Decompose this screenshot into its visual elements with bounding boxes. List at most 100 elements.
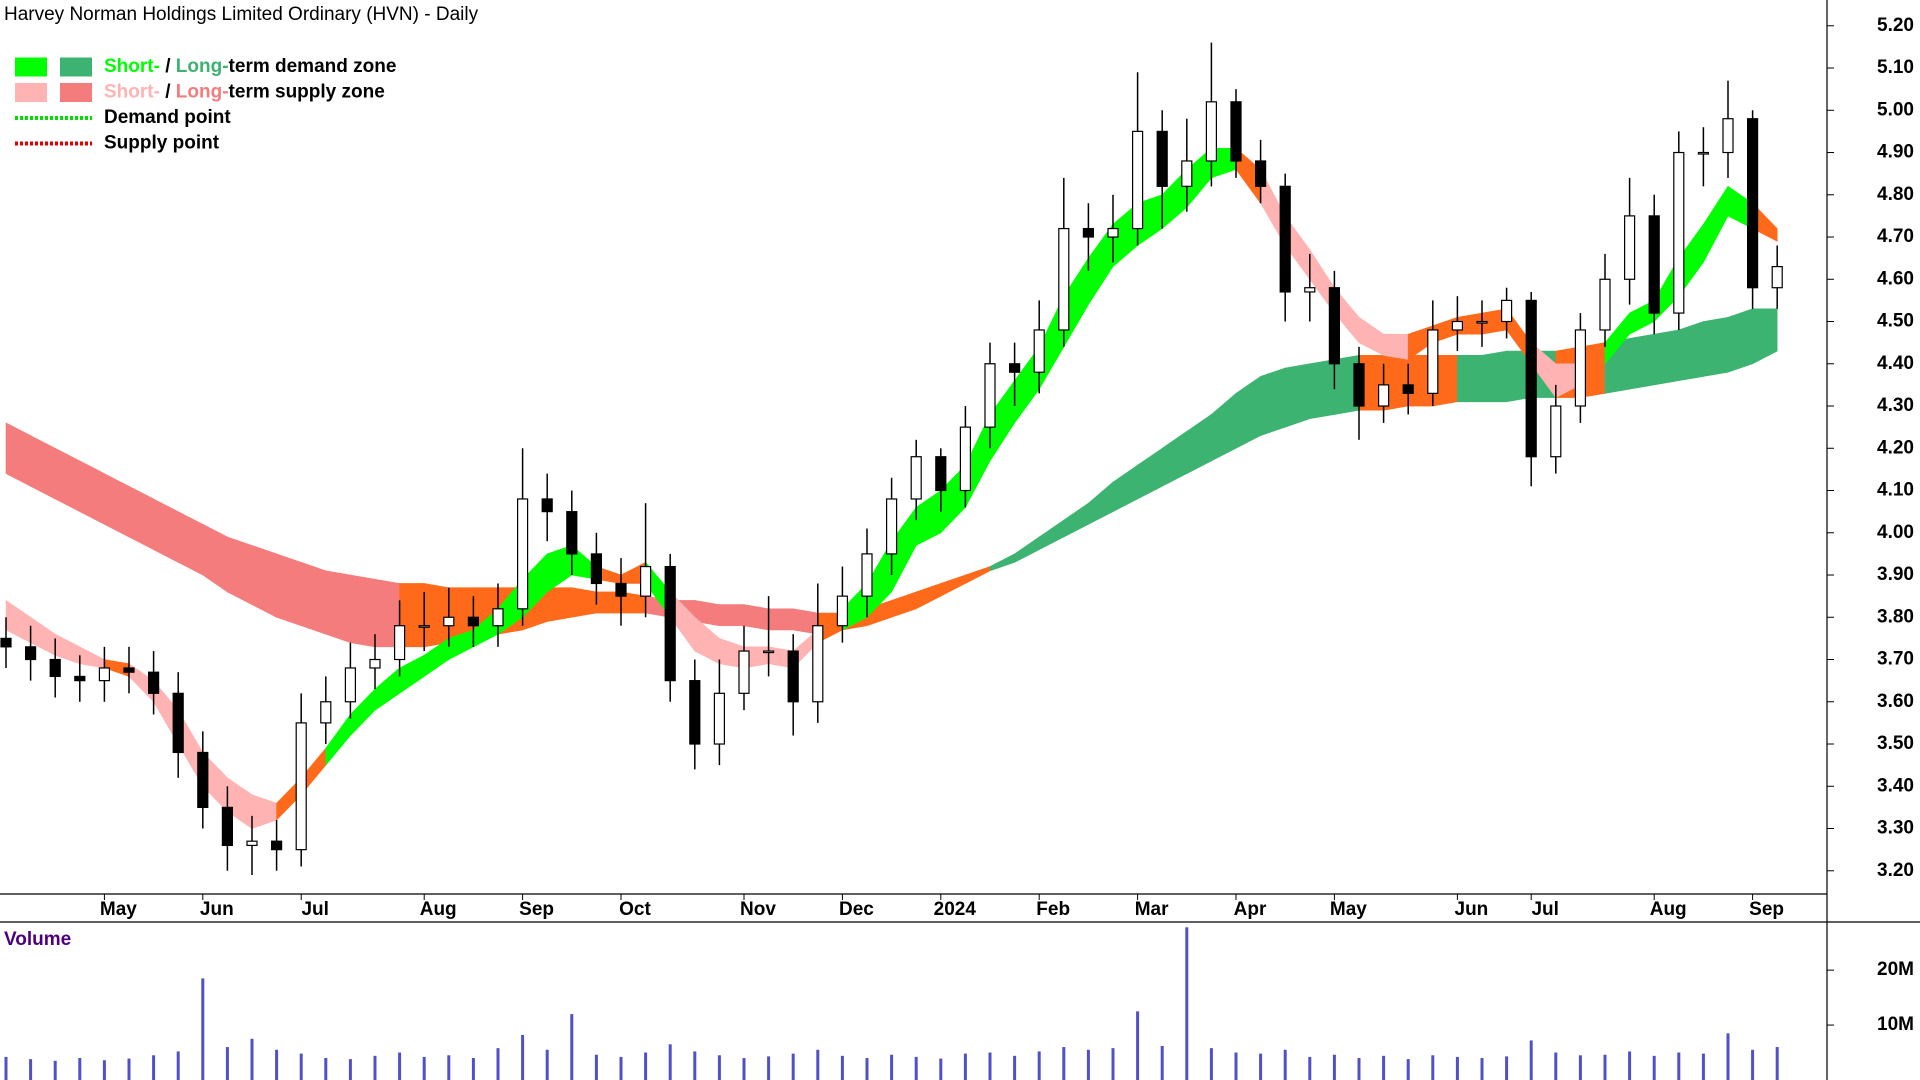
legend-label: Supply point: [104, 133, 220, 154]
candle-body: [885, 498, 898, 555]
zone-segment: [1703, 316, 1729, 377]
volume-bar: [127, 1058, 131, 1080]
candle-body: [0, 637, 12, 648]
y-tick-label: 4.00: [1877, 522, 1914, 543]
zone-segment: [1284, 363, 1311, 428]
candle-body: [246, 840, 258, 847]
legend-swatch: [60, 83, 92, 102]
chart-title: Harvey Norman Holdings Limited Ordinary …: [4, 4, 479, 25]
volume-bar: [275, 1049, 279, 1080]
volume-bar: [250, 1038, 254, 1080]
candle-body: [516, 498, 529, 610]
legend-swatch: [15, 57, 47, 77]
volume-bar: [1505, 1056, 1509, 1080]
legend-text: term supply zone: [229, 82, 385, 103]
volume-bar: [1775, 1047, 1779, 1080]
volume-bar: [570, 1014, 574, 1080]
volume-bar: [398, 1052, 402, 1080]
candle-body: [1082, 227, 1095, 238]
volume-bar: [53, 1060, 57, 1080]
candle-body: [1599, 278, 1611, 331]
y-tick-label: 4.90: [1877, 142, 1914, 163]
candle-body: [1107, 227, 1119, 238]
candle-body: [418, 625, 430, 628]
volume-bar: [594, 1054, 598, 1080]
zone-segment: [719, 604, 745, 627]
volume-bar: [102, 1060, 106, 1080]
volume-bar: [447, 1055, 451, 1080]
candle-body: [812, 625, 824, 703]
volume-bar: [914, 1056, 918, 1080]
volume-bar: [890, 1054, 894, 1080]
y-tick-label: 4.50: [1877, 311, 1914, 332]
volume-bar: [693, 1051, 697, 1080]
volume-bar: [225, 1047, 229, 1080]
candle-body: [443, 616, 455, 627]
volume-title: Volume: [4, 929, 71, 950]
volume-bar: [29, 1059, 33, 1080]
candle-body: [1550, 405, 1562, 458]
volume-bar: [1283, 1049, 1287, 1080]
volume-bar: [865, 1058, 869, 1080]
candle-body: [394, 625, 406, 661]
candle-body: [25, 646, 37, 661]
volume-bar: [644, 1052, 648, 1080]
candle-body: [1304, 287, 1316, 293]
volume-bar: [963, 1053, 967, 1080]
volume-bar: [1751, 1049, 1755, 1080]
candle-body: [1279, 185, 1291, 293]
x-tick-label: Jun: [1455, 899, 1489, 920]
x-tick-label: Jul: [301, 899, 328, 920]
candle-body: [639, 565, 652, 597]
y-tick-label: 4.70: [1877, 226, 1914, 247]
candle-body: [123, 667, 135, 673]
candle-body: [762, 650, 775, 654]
volume-bar: [299, 1053, 303, 1080]
y-tick-label: 3.30: [1877, 818, 1914, 839]
legend-swatch: [60, 57, 92, 77]
volume-tick-label: 10M: [1877, 1014, 1914, 1035]
candle-body: [910, 456, 922, 500]
candle-body: [1033, 329, 1045, 373]
y-tick-label: 4.20: [1877, 437, 1914, 458]
candle-body: [1623, 215, 1636, 280]
volume-bar: [1357, 1058, 1361, 1080]
volume-bar: [176, 1051, 180, 1080]
candle-body: [959, 426, 972, 492]
volume-bar: [201, 978, 205, 1080]
candles: [0, 42, 1783, 875]
volume-bar: [988, 1052, 992, 1080]
candle-body: [1402, 384, 1414, 394]
y-tick-label: 3.80: [1877, 606, 1914, 627]
candle-body: [1746, 118, 1759, 289]
zone-segment: [1383, 333, 1409, 360]
candle-body: [541, 498, 553, 513]
y-tick-label: 5.20: [1877, 15, 1914, 36]
candle-body: [1673, 151, 1685, 314]
y-tick-label: 3.50: [1877, 733, 1914, 754]
zone-segment: [571, 587, 597, 618]
legend-text: Short-: [104, 82, 160, 103]
volume-bar: [1652, 1055, 1656, 1080]
x-tick-label: Aug: [420, 899, 457, 920]
volume-bar: [1037, 1051, 1041, 1080]
volume-bar: [742, 1058, 746, 1080]
candle-body: [1771, 265, 1783, 289]
zone-segment: [1260, 367, 1286, 437]
volume-bar: [1480, 1058, 1484, 1080]
legend-text: Supply point: [104, 133, 220, 154]
volume-bar: [1013, 1055, 1017, 1080]
volume-bar: [521, 1034, 525, 1080]
candle-body: [1525, 299, 1537, 458]
volume-bar: [1209, 1048, 1213, 1080]
candle-body: [590, 553, 603, 585]
candle-body: [861, 553, 873, 597]
x-tick-label: Mar: [1135, 899, 1169, 920]
legend-text: Long-: [176, 56, 229, 77]
volume-bar: [1160, 1045, 1164, 1080]
candle-body: [320, 701, 332, 724]
candle-body: [1254, 160, 1267, 187]
zone-segment: [276, 553, 302, 627]
candle-body: [1205, 101, 1218, 162]
